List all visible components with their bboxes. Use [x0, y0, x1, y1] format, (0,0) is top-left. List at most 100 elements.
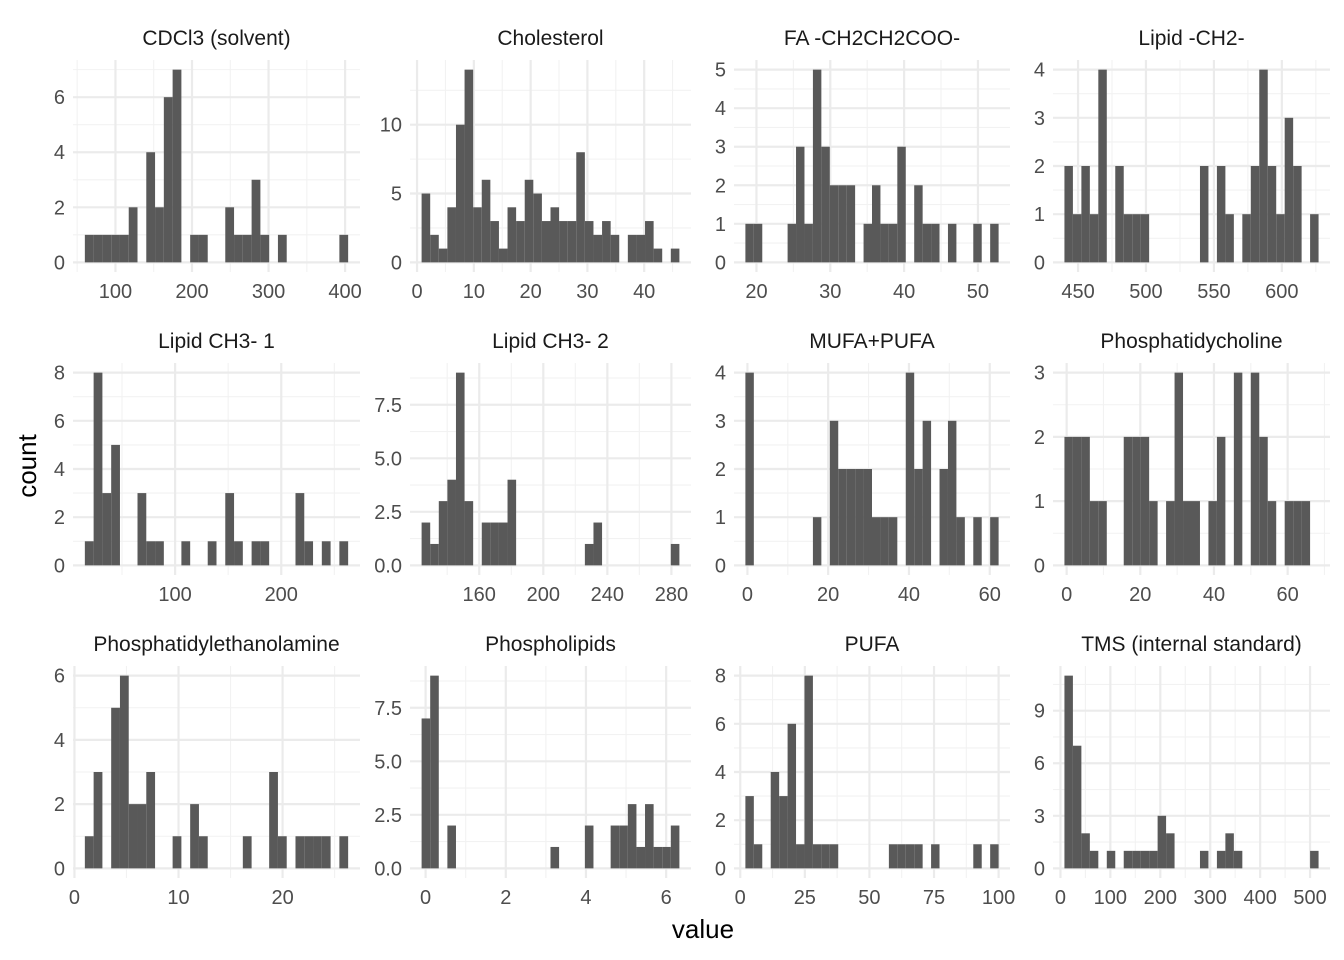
x-tick-label: 0: [1061, 584, 1072, 606]
histogram-bar: [260, 234, 270, 263]
histogram-bar: [172, 69, 182, 263]
histogram-bar: [1140, 214, 1150, 263]
facet-panel: Phospholipids 0 2 4 6 0.0 2.5 5.0 7.5: [374, 633, 691, 909]
x-tick-label: 300: [1194, 887, 1227, 909]
histogram-bar: [421, 718, 431, 869]
histogram-bar: [277, 836, 287, 869]
histogram-bar: [190, 234, 199, 263]
y-tick-label: 2: [715, 459, 726, 481]
histogram-bar: [584, 543, 594, 566]
histogram-bar: [914, 185, 923, 263]
histogram-bar: [421, 522, 431, 566]
histogram-bar: [812, 69, 822, 263]
y-tick-label: 10: [380, 115, 402, 137]
histogram-bar: [804, 675, 813, 869]
histogram-bar: [1123, 850, 1133, 869]
histogram-bar: [1233, 372, 1243, 566]
x-tick-label: 2: [500, 887, 511, 909]
x-tick-label: 10: [463, 281, 485, 303]
x-tick-label: 10: [167, 887, 189, 909]
histogram-bar: [119, 234, 129, 263]
y-tick-label: 6: [54, 411, 65, 433]
histogram-bar: [1310, 850, 1319, 869]
histogram-bar: [922, 223, 932, 263]
histogram-bar: [430, 543, 439, 566]
histogram-bar: [490, 522, 499, 566]
histogram-bar: [770, 772, 780, 869]
histogram-bar: [1064, 436, 1073, 566]
histogram-bar: [507, 207, 517, 263]
histogram-bar: [464, 501, 474, 566]
histogram-bar: [796, 146, 805, 263]
histogram-bar: [914, 469, 923, 566]
histogram-bar: [1123, 436, 1133, 566]
y-tick-label: 8: [715, 666, 726, 688]
x-tick-label: 60: [1277, 584, 1299, 606]
histogram-bar: [269, 772, 278, 869]
histogram-bar: [1259, 436, 1268, 566]
histogram-bar: [163, 97, 173, 263]
histogram-bar: [1132, 850, 1141, 869]
y-tick-label: 4: [1034, 60, 1045, 82]
histogram-bar: [670, 825, 680, 869]
y-tick-label: 3: [715, 137, 726, 159]
histogram-bar: [421, 193, 431, 263]
histogram-bar: [1174, 372, 1184, 566]
histogram-bar: [93, 234, 103, 263]
y-tick-label: 7.5: [374, 698, 402, 720]
y-tick-label: 6: [54, 666, 65, 688]
facet-title: Phosphatidylethanolamine: [93, 633, 339, 656]
x-tick-label: 0: [411, 281, 422, 303]
histogram-bar: [234, 234, 243, 263]
histogram-bar: [172, 836, 182, 869]
y-tick-label: 3: [1034, 363, 1045, 385]
facet-panel: TMS (internal standard) 0 100 200 300 400 500 0…: [1034, 633, 1330, 909]
facet-title: Lipid CH3- 2: [492, 330, 609, 353]
histogram-bar: [829, 420, 839, 566]
histogram-bar: [1250, 372, 1260, 566]
x-tick-label: 6: [661, 887, 672, 909]
histogram-bar: [533, 193, 542, 263]
y-tick-label: 4: [715, 98, 726, 120]
histogram-bar: [190, 804, 199, 869]
histogram-bar: [745, 223, 754, 263]
histogram-bar: [339, 836, 349, 869]
histogram-bar: [1225, 214, 1234, 263]
y-tick-label: 3: [1034, 108, 1045, 130]
histogram-bar: [838, 185, 847, 263]
x-tick-label: 50: [858, 887, 880, 909]
histogram-bar: [745, 372, 754, 566]
histogram-bar: [829, 844, 839, 869]
facet-panel: Phosphatidylethanolamine 0 10 20 0 2 4 6: [54, 633, 360, 909]
histogram-bar: [872, 185, 881, 263]
facet-title: Phospholipids: [485, 633, 616, 656]
histogram-bar: [242, 234, 252, 263]
histogram-bar: [277, 234, 287, 263]
histogram-bar: [670, 543, 680, 566]
histogram-bar: [473, 207, 482, 263]
x-tick-label: 300: [252, 281, 285, 303]
x-tick-label: 20: [520, 281, 542, 303]
histogram-bar: [481, 522, 491, 566]
x-tick-label: 200: [175, 281, 208, 303]
histogram-bar: [1208, 501, 1217, 566]
histogram-bar: [602, 221, 611, 263]
histogram-bar: [155, 541, 164, 566]
x-tick-label: 20: [1129, 584, 1151, 606]
histogram-bar: [745, 796, 754, 869]
y-tick-label: 5: [715, 60, 726, 82]
histogram-bar: [584, 221, 594, 263]
x-tick-label: 200: [527, 584, 560, 606]
x-tick-label: 160: [463, 584, 496, 606]
histogram-bar: [1081, 166, 1090, 263]
x-tick-label: 20: [745, 281, 767, 303]
histogram-bar: [973, 844, 982, 869]
histogram-bar: [146, 152, 156, 263]
x-tick-label: 550: [1197, 281, 1230, 303]
histogram-bar: [931, 844, 940, 869]
histogram-bar: [111, 707, 120, 869]
histogram-bar: [610, 234, 620, 263]
histogram-bar: [897, 844, 906, 869]
facet-title: MUFA+PUFA: [809, 330, 934, 353]
